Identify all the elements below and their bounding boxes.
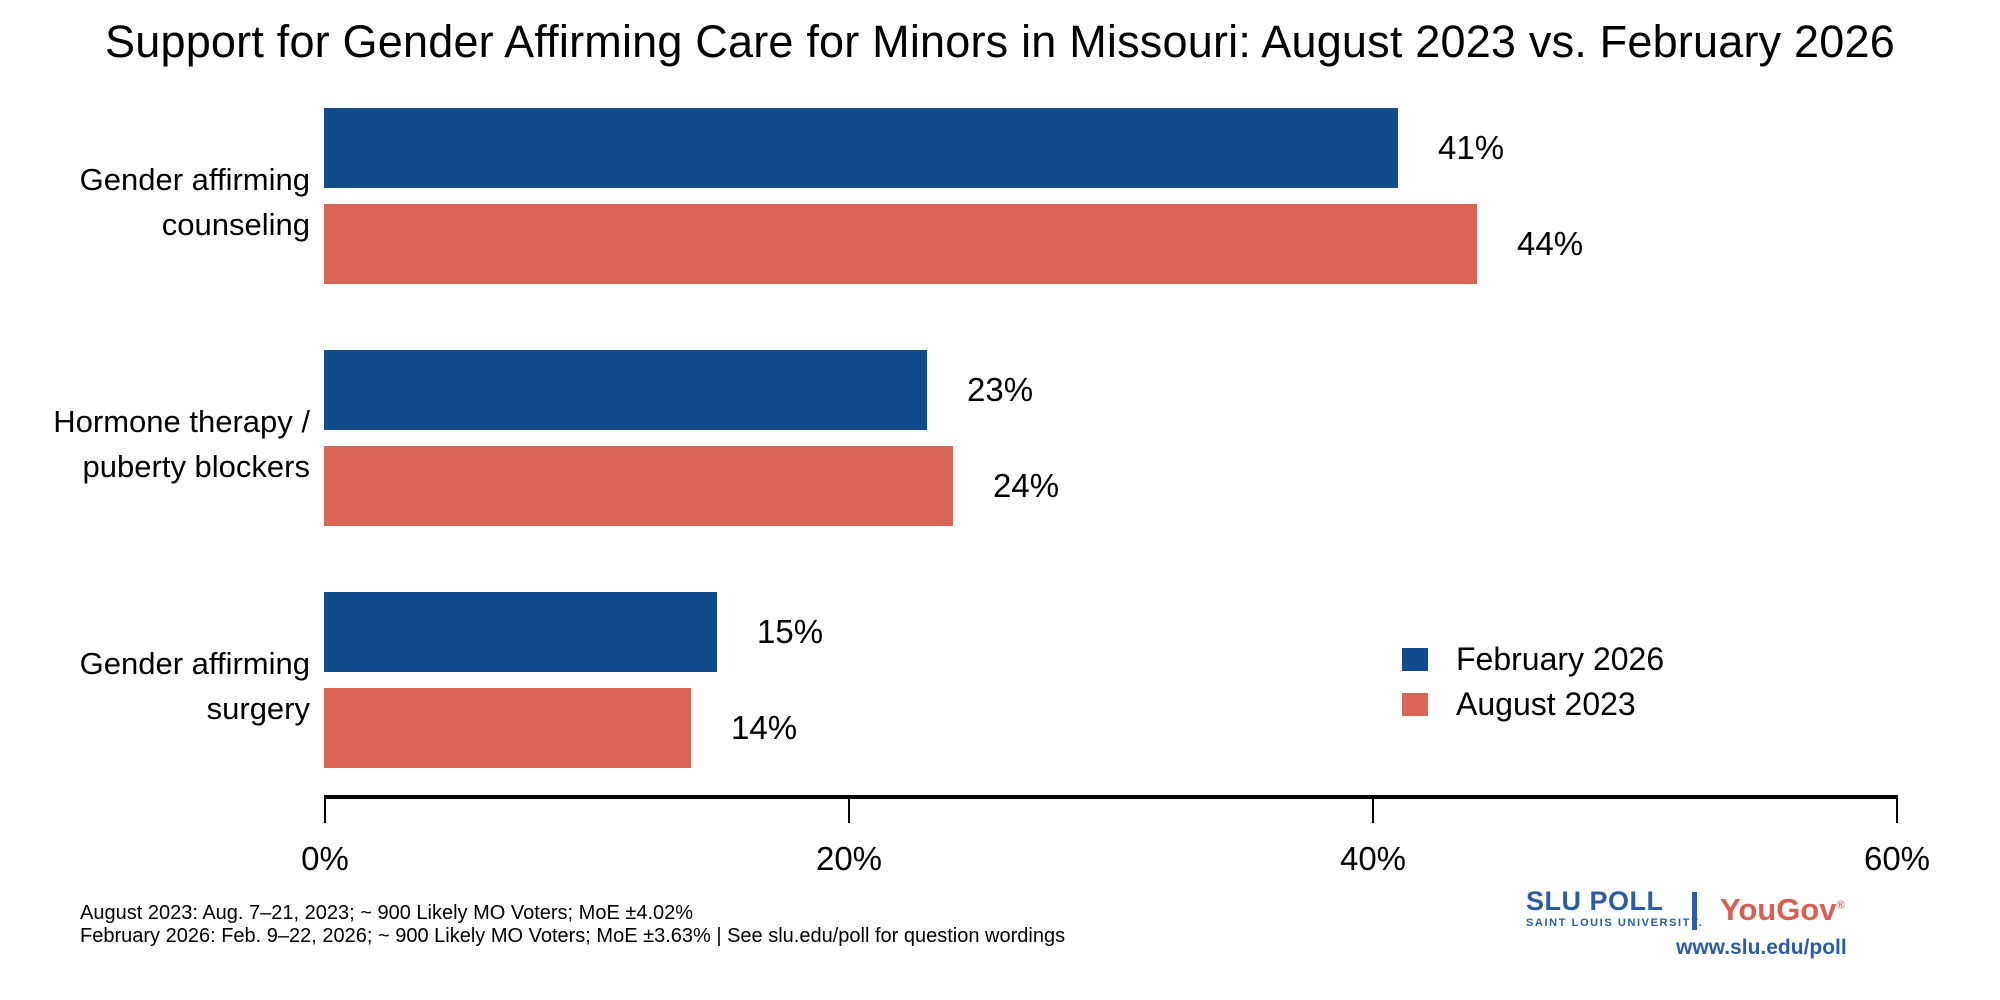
footnote-february-2026: February 2026: Feb. 9–22, 2026; ~ 900 Li… [80, 925, 1066, 947]
value-label: 44% [1517, 225, 1584, 262]
category-label: Gender affirming surgery [0, 641, 310, 731]
category-label-line: Gender affirming [79, 162, 310, 197]
yougov-logo: YouGov® [1720, 892, 1845, 928]
category-label-line: puberty blockers [82, 449, 310, 484]
slu-poll-url: www.slu.edu/poll [1676, 936, 1847, 959]
logo-divider [1692, 892, 1697, 930]
category-label: Hormone therapy / puberty blockers [0, 399, 310, 489]
bar-february-2026 [324, 350, 927, 430]
x-axis-tick-label: 0% [301, 840, 349, 877]
bar-august-2023 [324, 688, 691, 768]
x-axis-tick [1372, 795, 1374, 823]
x-axis-tick [324, 795, 326, 823]
x-axis-tick-label: 20% [815, 840, 883, 877]
slu-university-text: SAINT LOUIS UNIVERSITY. [1526, 917, 1704, 929]
x-axis-line [324, 795, 1898, 799]
category-label: Gender affirming counseling [0, 157, 310, 247]
slu-poll-logo: SLU POLL SAINT LOUIS UNIVERSITY. [1526, 886, 1704, 930]
category-label-line: surgery [206, 691, 310, 726]
legend-swatch-february-2026 [1402, 647, 1428, 671]
registered-mark: ® [1836, 899, 1845, 912]
bar-august-2023 [324, 204, 1477, 284]
legend-swatch-august-2023 [1402, 692, 1428, 716]
legend-item-february-2026: February 2026 [1402, 641, 1664, 677]
slu-logo-text: SLU [1526, 886, 1582, 916]
category-label-line: Hormone therapy / [53, 404, 310, 439]
bar-august-2023 [324, 446, 953, 526]
footnote-august-2023: August 2023: Aug. 7–21, 2023; ~ 900 Like… [80, 902, 694, 924]
category-label-line: counseling [161, 207, 310, 242]
legend-item-august-2023: August 2023 [1402, 686, 1664, 722]
bar-february-2026 [324, 108, 1398, 188]
value-label: 24% [993, 467, 1060, 504]
legend-label: February 2026 [1456, 640, 1665, 677]
x-axis-tick [1896, 795, 1898, 823]
x-axis-tick-label: 60% [1863, 840, 1931, 877]
yougov-text: YouGov [1720, 892, 1837, 927]
value-label: 14% [731, 709, 798, 746]
chart-title: Support for Gender Affirming Care for Mi… [105, 16, 1895, 67]
value-label: 23% [967, 371, 1034, 408]
legend-label: August 2023 [1456, 685, 1636, 722]
value-label: 15% [757, 613, 824, 650]
chart-legend: February 2026 August 2023 [1402, 641, 1664, 736]
category-label-line: Gender affirming [79, 646, 310, 681]
x-axis-tick [848, 795, 850, 823]
poll-logo-text: POLL [1581, 886, 1664, 916]
x-axis-tick-label: 40% [1339, 840, 1407, 877]
value-label: 41% [1438, 129, 1505, 166]
footnotes: August 2023: Aug. 7–21, 2023; ~ 900 Like… [80, 902, 1065, 948]
bar-february-2026 [324, 592, 717, 672]
